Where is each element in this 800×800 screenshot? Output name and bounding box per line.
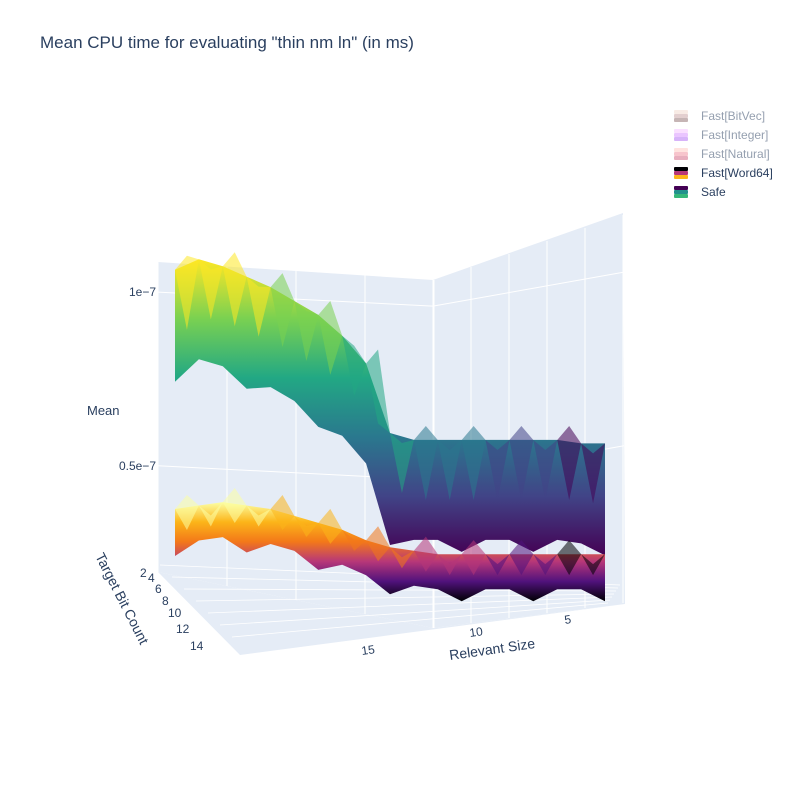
legend: Fast[BitVec] Fast[Integer] Fast[Natural] Fa… [672, 106, 796, 201]
y-tick-label: 6 [155, 582, 162, 596]
x-axis-title: Relevant Size [448, 635, 536, 663]
y-tick-label: 2 [140, 566, 147, 580]
legend-item-safe[interactable]: Safe [672, 182, 796, 201]
z-tick-label: 1e−7 [129, 285, 156, 299]
y-tick-label: 12 [176, 622, 190, 636]
legend-label: Safe [701, 184, 726, 199]
z-tick-label: 0.5e−7 [119, 459, 156, 473]
legend-label: Fast[BitVec] [701, 108, 766, 123]
legend-swatch-icon [672, 147, 690, 160]
legend-label: Fast[Natural] [701, 146, 770, 161]
y-tick-label: 4 [148, 571, 155, 585]
legend-swatch-icon [672, 166, 690, 179]
chart-title: Mean CPU time for evaluating "thin nm ln… [40, 33, 414, 52]
legend-item-fast-natural-[interactable]: Fast[Natural] [672, 144, 796, 163]
surfaces [175, 252, 605, 602]
legend-label: Fast[Integer] [701, 127, 769, 142]
x-tick-label: 5 [563, 612, 572, 627]
legend-label: Fast[Word64] [701, 165, 773, 180]
y-tick-label: 14 [190, 639, 204, 653]
y-tick-label: 8 [162, 594, 169, 608]
legend-swatch-icon [672, 128, 690, 141]
legend-item-fast-bitvec-[interactable]: Fast[BitVec] [672, 106, 796, 125]
x-tick-label: 10 [468, 624, 483, 640]
y-tick-label: 10 [168, 606, 182, 620]
legend-item-fast-integer-[interactable]: Fast[Integer] [672, 125, 796, 144]
z-axis-title: Mean [87, 403, 120, 418]
x-tick-label: 15 [360, 642, 375, 658]
legend-swatch-icon [672, 109, 690, 122]
y-axis-title: Target Bit Count [92, 550, 152, 647]
legend-swatch-icon [672, 185, 690, 198]
legend-item-fast-word64-[interactable]: Fast[Word64] [672, 163, 796, 182]
